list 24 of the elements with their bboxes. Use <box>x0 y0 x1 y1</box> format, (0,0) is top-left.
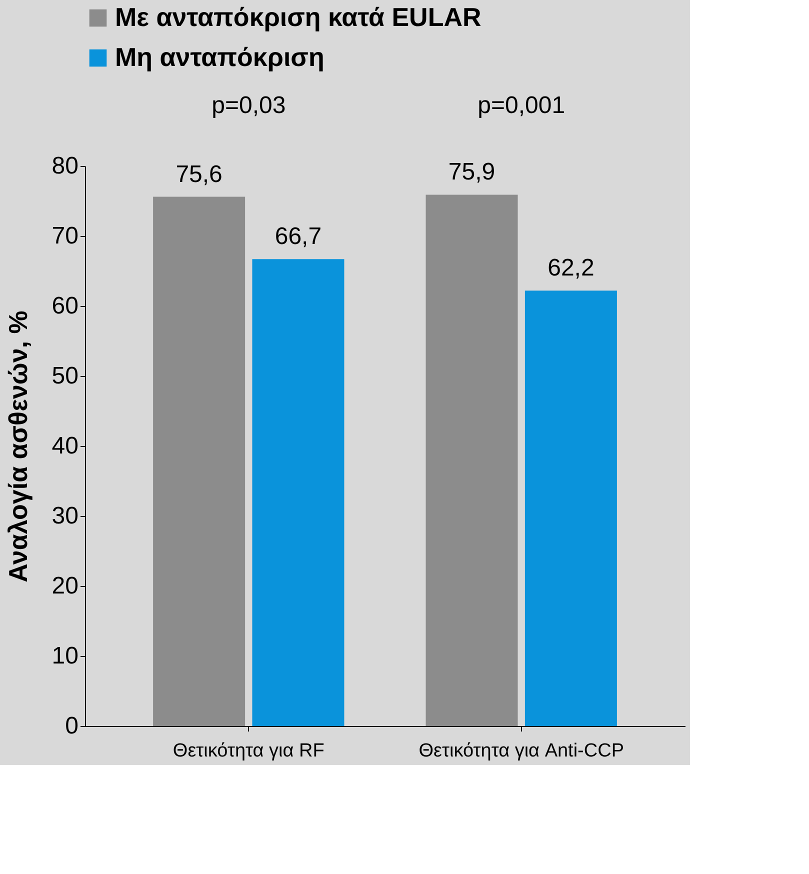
bar <box>252 259 344 726</box>
data-label: 75,9 <box>448 158 496 186</box>
bar <box>524 290 617 726</box>
bar <box>153 196 246 726</box>
text: p=0,03 <box>212 92 286 119</box>
y-tick-label: 60 <box>52 292 78 320</box>
x-tick-label: Θετικότητα για Anti-CCP <box>418 740 624 762</box>
legend-label: Μη ανταπόκριση <box>115 42 324 72</box>
x-tick-label: Θετικότητα για RF <box>172 740 324 762</box>
y-tick-label: 50 <box>52 362 78 390</box>
data-label: 66,7 <box>274 223 322 250</box>
legend-label: Με ανταπόκριση κατά EULAR <box>115 2 482 32</box>
bar <box>426 194 518 726</box>
y-axis-title: Αναλογία ασθενών, % <box>2 310 33 582</box>
y-tick-label: 70 <box>52 222 78 250</box>
y-tick-label: 10 <box>52 642 78 670</box>
data-label: 75,6 <box>176 160 222 188</box>
y-tick-label: 40 <box>52 432 78 460</box>
data-label: 62,2 <box>548 254 594 282</box>
y-tick-label: 20 <box>52 572 78 600</box>
y-tick-label: 30 <box>52 502 78 530</box>
y-tick-label: 80 <box>52 152 78 180</box>
y-tick-label: 0 <box>65 712 78 740</box>
text: p=0,001 <box>478 92 566 119</box>
